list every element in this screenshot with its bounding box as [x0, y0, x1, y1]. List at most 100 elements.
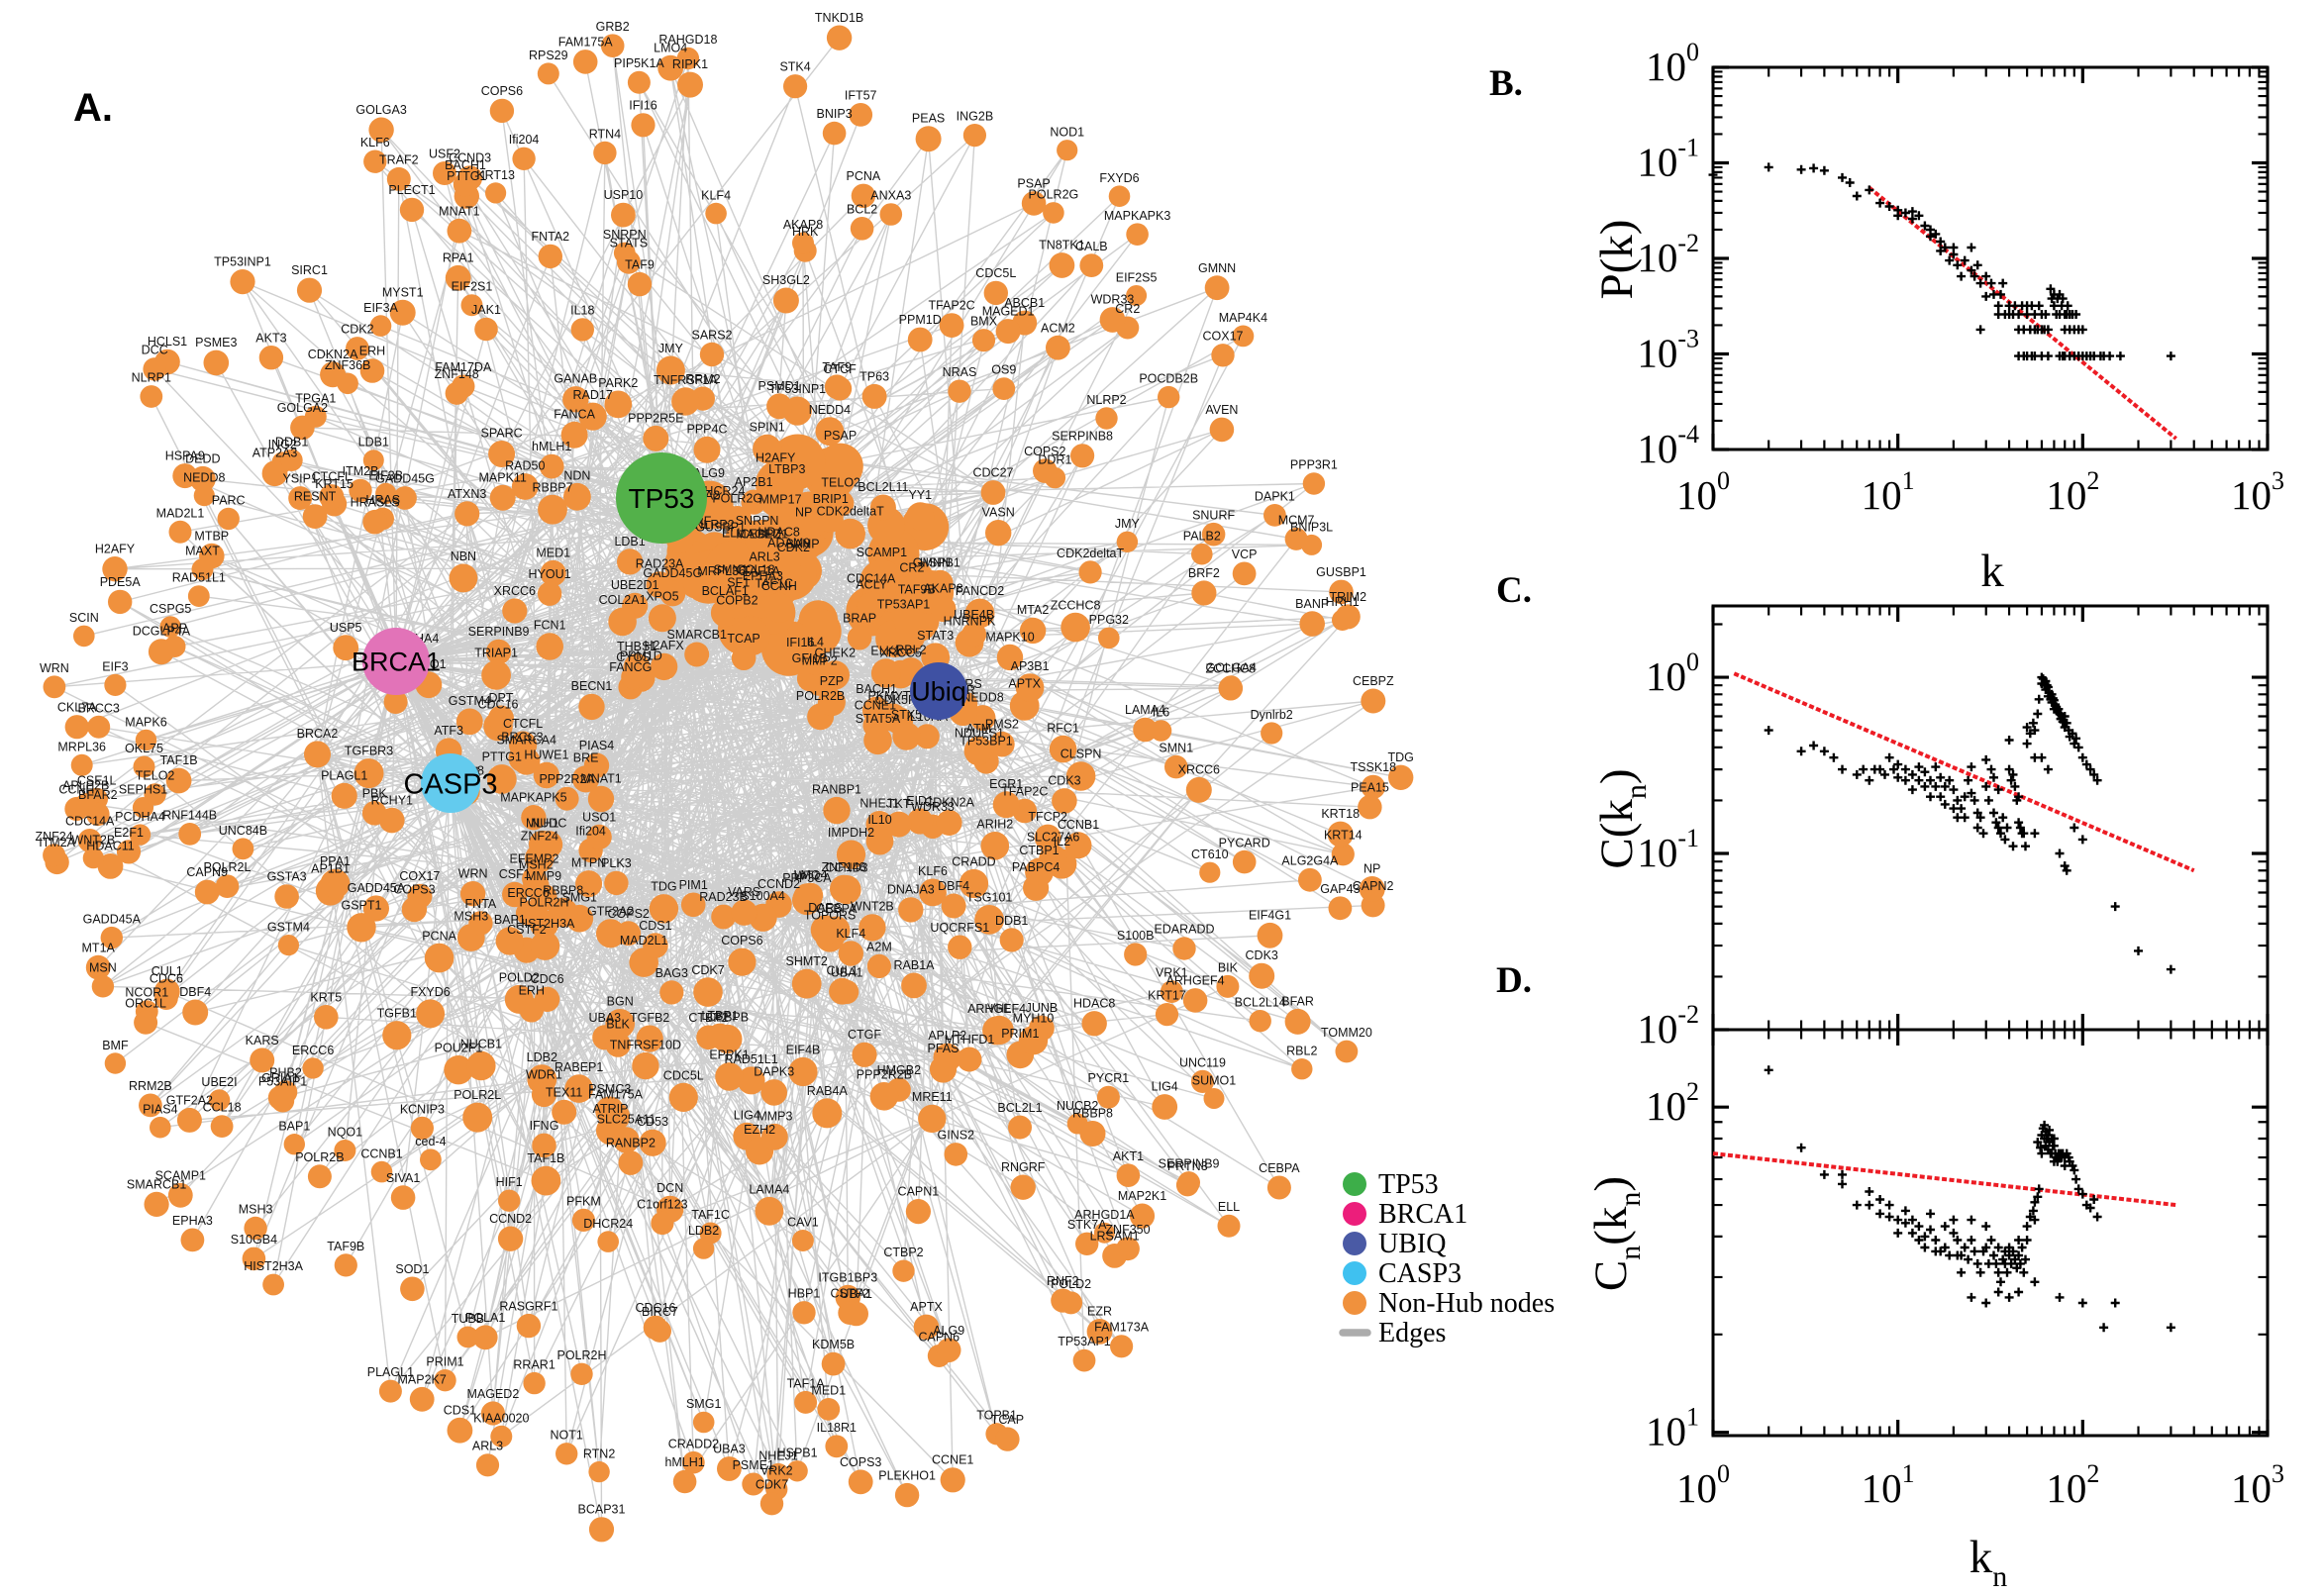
network-node-label: EIF2S5: [1116, 271, 1158, 285]
network-node: [611, 202, 636, 228]
network-node-label: GSTM4: [449, 694, 491, 708]
network-node-label: USF2: [429, 148, 460, 161]
network-node: [383, 690, 408, 714]
network-node: [627, 271, 653, 297]
network-node-label: TNKD1B: [815, 11, 863, 25]
network-node-label: COL2A1: [599, 593, 647, 607]
network-node-label: BCAP31: [578, 1503, 626, 1517]
network-node-label: SHMT2: [786, 954, 828, 968]
network-node-label: UBE4B: [954, 608, 994, 622]
network-node-label: CDS1: [444, 1403, 476, 1417]
network-node-label: ARHGEF4: [1166, 974, 1225, 988]
network-node-label: RAD23A: [636, 557, 684, 571]
network-node-label: PSAP: [1017, 177, 1050, 191]
network-node-label: NEDD4: [809, 403, 851, 417]
network-node: [936, 810, 962, 836]
network-node-label: SMN1: [1159, 741, 1193, 754]
network-node: [600, 34, 625, 57]
network-node-label: RAD50: [505, 459, 545, 473]
network-node-label: TEX11: [546, 1085, 582, 1099]
network-node: [104, 1052, 127, 1074]
network-node-label: CDK7: [691, 963, 724, 977]
network-node: [210, 1115, 234, 1138]
network-node-label: KRT13: [476, 168, 515, 182]
network-node-label: IFI16: [786, 636, 815, 649]
network-node-label: MMP17: [758, 492, 801, 506]
network-node-label: DHCR24: [583, 1217, 633, 1231]
network-node-label: STATS: [610, 236, 648, 249]
tick-label: 103: [2231, 466, 2284, 518]
network-node: [847, 625, 872, 650]
minor-ticks: [1713, 606, 2268, 1030]
network-node: [456, 1326, 479, 1348]
network-node-label: TP53INP1: [214, 255, 271, 269]
network-node: [906, 502, 935, 531]
network-node-label: BGN: [607, 995, 634, 1009]
network-node-label: PCNA: [422, 929, 456, 943]
network-node: [857, 591, 886, 621]
network-node: [1008, 1115, 1032, 1140]
network-node: [980, 832, 1010, 860]
network-node: [288, 486, 313, 511]
network-node-label: TP53INP1: [768, 382, 826, 396]
network-node: [699, 342, 725, 367]
network-node-label: BRAP: [843, 612, 876, 626]
network-node: [362, 449, 384, 471]
network-node: [711, 904, 736, 930]
network-node: [150, 1116, 171, 1139]
network-node-label: MAPK10: [985, 630, 1034, 644]
network-node-label: MAD2L1: [156, 506, 205, 520]
legend-dot-nonhub: [1343, 1291, 1366, 1315]
network-node: [1096, 1085, 1120, 1109]
network-node: [838, 941, 863, 966]
network-node: [1010, 1174, 1036, 1200]
network-node: [1388, 764, 1414, 790]
network-node-label: SCIN: [69, 611, 99, 625]
network-node: [512, 748, 541, 775]
network-node-label: CALB: [1075, 240, 1108, 253]
network-node-label: PALB2: [1183, 529, 1221, 543]
network-node-label: ERH: [359, 345, 385, 358]
network-node-label: LDB2: [688, 1224, 719, 1238]
network-node: [70, 753, 93, 776]
network-node-label: POLR2G: [1029, 188, 1079, 202]
network-node-label: ITM2B: [343, 464, 379, 478]
network-node-label: ELK1: [870, 645, 901, 658]
network-node: [1043, 202, 1064, 224]
network-node: [961, 622, 987, 648]
network-node-label: HIF1: [496, 1175, 523, 1189]
network-node-label: ATM: [966, 722, 991, 736]
network-node-label: H2AFY: [756, 450, 796, 464]
network-node-label: S10GB4: [231, 1233, 277, 1247]
network-node-label: APLP2B: [62, 779, 109, 793]
network-node-label: HBP1: [788, 1287, 821, 1301]
network-node-label: NCOR1: [125, 986, 168, 1000]
network-node-label: RAD17: [573, 388, 613, 402]
network-node: [1216, 974, 1240, 998]
network-node-label: NLRP2: [1086, 393, 1126, 407]
network-node: [307, 1164, 332, 1189]
network-node: [1064, 832, 1092, 859]
network-node-label: LDB2: [527, 1050, 557, 1064]
hub-node: [616, 452, 707, 544]
network-node-label: COPS3: [393, 882, 435, 896]
network-node: [1209, 417, 1235, 443]
network-node-label: PKMYT1: [867, 689, 917, 703]
network-node-label: ARHGEF4: [967, 1002, 1026, 1016]
network-node-label: BRIP1: [813, 492, 849, 506]
network-node: [822, 121, 847, 146]
network-node: [485, 639, 512, 665]
network-node-label: PTTG1: [482, 750, 522, 764]
network-node-label: KDM5B: [812, 1338, 855, 1351]
network-node-label: NHEJ1: [758, 1449, 798, 1463]
network-node-label: NRAS: [943, 365, 977, 379]
network-node-label: LRSAM1: [1090, 1230, 1140, 1244]
network-node-label: RAHGD18: [658, 33, 717, 47]
network-node-label: HSPA9: [165, 449, 205, 463]
network-node-label: NOD1: [1050, 126, 1084, 140]
network-node-label: COPB2: [716, 594, 758, 608]
network-node: [680, 892, 706, 918]
network-node-label: MAGED2: [467, 1387, 520, 1401]
